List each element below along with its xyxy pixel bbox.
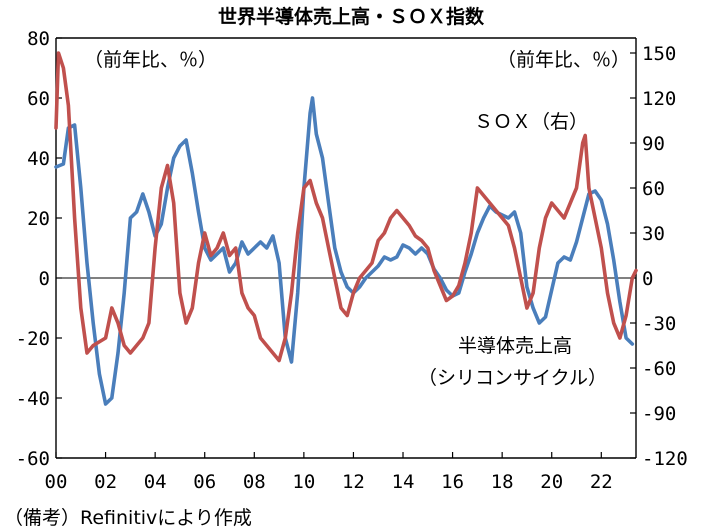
plot-area xyxy=(56,38,636,458)
right-tick-label: 90 xyxy=(642,133,665,155)
left-tick-label: 40 xyxy=(27,148,50,170)
sox-series-label: ＳＯＸ（右） xyxy=(474,111,588,133)
left-tick-label: 0 xyxy=(39,268,50,290)
semiconductor-series-label: 半導体売上高 xyxy=(458,335,572,357)
right-tick-label: 30 xyxy=(642,223,665,245)
left-tick-label: -40 xyxy=(16,388,50,410)
sox-index-line xyxy=(54,51,638,363)
x-tick-label: 02 xyxy=(94,471,117,493)
right-tick-label: -60 xyxy=(642,358,676,380)
right-tick-label: -30 xyxy=(642,313,676,335)
semiconductor-sales-line xyxy=(54,96,635,406)
right-axis-unit-label: （前年比、％） xyxy=(497,49,630,71)
left-tick-label: 80 xyxy=(27,28,50,50)
x-tick-label: 06 xyxy=(193,471,216,493)
right-tick-label: 60 xyxy=(642,178,665,200)
x-tick-label: 08 xyxy=(243,471,266,493)
x-tick-label: 16 xyxy=(441,471,464,493)
left-tick-label: 60 xyxy=(27,88,50,110)
x-tick-label: 00 xyxy=(45,471,68,493)
source-note: （備考）Refinitivにより作成 xyxy=(4,507,252,529)
x-tick-label: 18 xyxy=(491,471,514,493)
chart-title: 世界半導体売上高・ＳＯＸ指数 xyxy=(218,5,485,28)
right-tick-label: 0 xyxy=(642,268,653,290)
right-tick-label: -90 xyxy=(642,403,676,425)
right-tick-label: 150 xyxy=(642,43,676,65)
left-axis-unit-label: （前年比、％） xyxy=(84,49,217,71)
left-tick-label: 20 xyxy=(27,208,50,230)
left-tick-label: -20 xyxy=(16,328,50,350)
x-tick-label: 12 xyxy=(342,471,365,493)
semiconductor-series-label-line2: （シリコンサイクル） xyxy=(418,367,607,389)
x-tick-label: 14 xyxy=(392,471,415,493)
right-tick-label: -120 xyxy=(642,448,688,470)
x-tick-label: 10 xyxy=(292,471,315,493)
right-tick-label: 120 xyxy=(642,88,676,110)
left-tick-label: -60 xyxy=(16,448,50,470)
x-tick-label: 22 xyxy=(590,471,613,493)
x-tick-label: 20 xyxy=(540,471,563,493)
x-tick-label: 04 xyxy=(144,471,167,493)
